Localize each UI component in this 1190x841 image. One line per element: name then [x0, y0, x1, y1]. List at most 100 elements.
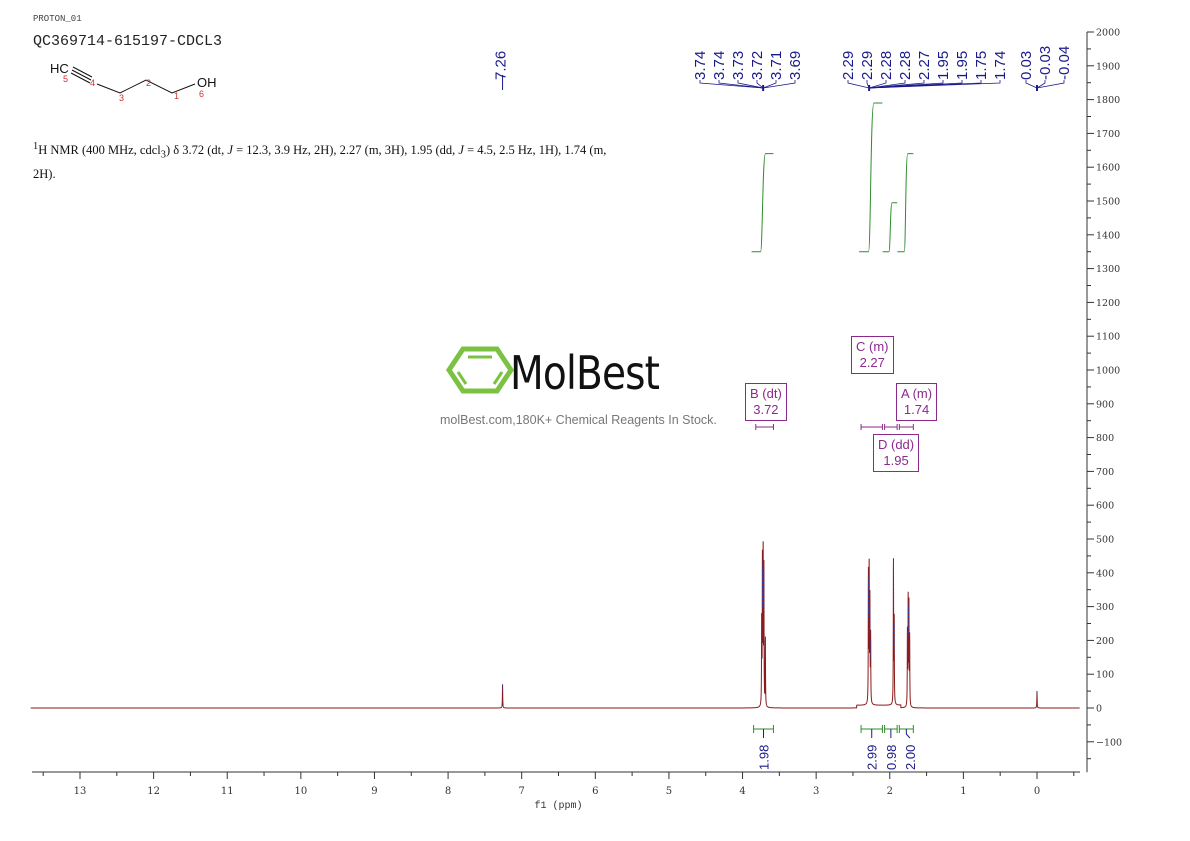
y-tick-label: 200	[1096, 636, 1114, 647]
y-tick-label: 1300	[1096, 264, 1120, 275]
integral-curve	[751, 153, 774, 253]
atom-number: 6	[199, 89, 204, 99]
integral-value: 2.99	[865, 745, 880, 770]
integral-value: 1.98	[757, 745, 772, 770]
peak-label: 3.71	[768, 51, 785, 80]
peak-label-connector	[756, 80, 764, 89]
peak-label-connector	[869, 80, 1001, 89]
watermark-logo-icon	[445, 346, 515, 394]
multiplet-label: D (dd)	[878, 437, 915, 452]
y-tick-label: 1500	[1096, 197, 1120, 208]
peak-label: -0.04	[1056, 46, 1073, 80]
multiplet-box-C: C (m) 2.27	[851, 336, 894, 374]
peak-label-connector	[763, 80, 796, 89]
x-tick-label: 1	[960, 786, 966, 797]
y-tick-label: 900	[1096, 399, 1114, 410]
multiplet-label: C (m)	[856, 339, 889, 354]
peak-label: 1.95	[935, 51, 952, 80]
x-tick-label: 4	[739, 786, 745, 797]
peak-label: 3.69	[787, 51, 804, 80]
peak-label: 1.75	[973, 51, 990, 80]
peak-label-connector	[763, 80, 777, 89]
peak-label: 2.28	[897, 51, 914, 80]
y-tick-label: 300	[1096, 602, 1114, 613]
watermark-brand: MolBest	[510, 346, 660, 400]
atom-number: 2	[146, 78, 151, 88]
y-tick-label: 1600	[1096, 163, 1120, 174]
y-tick-label: 800	[1096, 433, 1114, 444]
integral-curve	[882, 202, 898, 253]
y-tick-label: 400	[1096, 568, 1114, 579]
multiplet-shift: 1.95	[883, 453, 909, 468]
peak-label-connector	[869, 80, 925, 89]
peak-label: 3.74	[711, 51, 728, 80]
integral-curve	[859, 102, 883, 253]
peak-label-connector	[869, 80, 887, 89]
nmr-description: 1H NMR (400 MHz, cdcl3) δ 3.72 (dt, J = …	[33, 141, 607, 181]
y-tick-label: 1700	[1096, 129, 1120, 140]
multiplet-shift: 2.27	[859, 355, 885, 370]
y-tick-label: −100	[1096, 737, 1122, 748]
peak-label: 7.26	[493, 51, 510, 80]
x-tick-label: 3	[813, 786, 819, 797]
experiment-name: PROTON_01	[33, 14, 82, 24]
x-tick-label: 6	[592, 786, 598, 797]
multiplet-box-A: A (m) 1.74	[896, 383, 938, 421]
peak-label-connector	[699, 80, 764, 89]
peak-label: 1.95	[954, 51, 971, 80]
peak-label: 3.72	[749, 51, 766, 80]
multiplet-label: A (m)	[901, 386, 933, 401]
y-tick-label: 1100	[1096, 332, 1120, 343]
x-tick-label: 5	[666, 786, 672, 797]
x-tick-label: 10	[294, 786, 307, 797]
spectrum-line	[30, 541, 1080, 709]
multiplet-label: B (dt)	[750, 386, 782, 401]
y-tick-label: 500	[1096, 535, 1114, 546]
multiplet-box-B: B (dt) 3.72	[745, 383, 787, 421]
watermark-tagline: molBest.com,180K+ Chemical Reagents In S…	[440, 413, 717, 427]
integral-value: 2.00	[903, 745, 918, 770]
integral-curve	[897, 153, 914, 253]
peak-label: 2.27	[916, 51, 933, 80]
atom-number: 1	[174, 91, 179, 101]
atom-number: 3	[119, 93, 124, 103]
x-tick-label: 7	[519, 786, 525, 797]
y-tick-label: 1000	[1096, 366, 1120, 377]
x-tick-label: 9	[371, 786, 377, 797]
multiplet-shift: 1.74	[903, 402, 930, 417]
peak-label-connector	[737, 80, 764, 89]
y-tick-label: 1800	[1096, 95, 1120, 106]
peak-label-connector	[1036, 80, 1046, 89]
multiplet-box-D: D (dd) 1.95	[873, 434, 920, 472]
y-tick-label: 2000	[1096, 28, 1120, 39]
peak-label: 0.03	[1018, 51, 1035, 80]
y-tick-label: 700	[1096, 467, 1114, 478]
sample-title: QC369714-615197-CDCL3	[33, 33, 223, 50]
molecule-structure: HC OH 1 2 3 4 5 6	[50, 61, 217, 103]
y-tick-label: 1200	[1096, 298, 1120, 309]
atom-oh: OH	[197, 75, 217, 90]
atom-hc: HC	[50, 61, 69, 76]
x-tick-label: 0	[1034, 786, 1040, 797]
y-tick-label: 600	[1096, 501, 1114, 512]
peak-label-connector	[869, 80, 906, 89]
peak-label-connector	[1025, 80, 1038, 89]
peak-label: 3.74	[692, 51, 709, 80]
atom-number: 5	[63, 74, 68, 84]
x-tick-label: 12	[147, 786, 160, 797]
x-tick-label: 13	[74, 786, 87, 797]
peak-label: 2.29	[859, 51, 876, 80]
x-tick-label: 2	[887, 786, 893, 797]
y-tick-label: 0	[1096, 704, 1102, 715]
multiplet-shift: 3.72	[753, 402, 779, 417]
peak-label: -0.03	[1037, 46, 1054, 80]
peak-label-connector	[847, 80, 870, 89]
peak-label: 2.28	[878, 51, 895, 80]
y-tick-label: 1900	[1096, 61, 1120, 72]
peak-label: 1.74	[992, 51, 1009, 80]
atom-number: 4	[90, 78, 95, 88]
peak-label-connector	[1036, 80, 1065, 89]
peak-label: 2.29	[840, 51, 857, 80]
x-axis-label: f1 (ppm)	[534, 800, 582, 812]
